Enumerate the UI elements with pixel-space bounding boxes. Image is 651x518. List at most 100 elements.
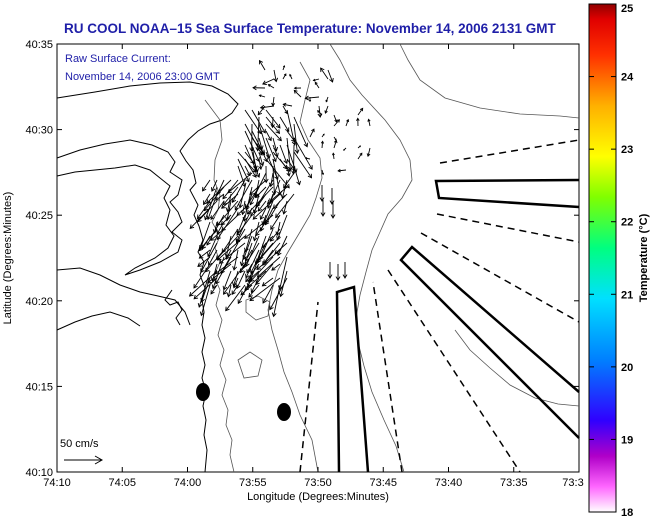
- current-arrow: [324, 105, 329, 114]
- x-tick-label: 73:3: [562, 477, 583, 489]
- current-arrow: [293, 151, 313, 179]
- current-arrow: [269, 277, 288, 311]
- current-arrow: [203, 186, 225, 212]
- current-arrow: [293, 89, 302, 98]
- current-arrow: [343, 147, 347, 151]
- current-arrow: [325, 96, 329, 103]
- current-arrow: [249, 123, 255, 152]
- current-arrow: [216, 200, 239, 226]
- current-arrow: [333, 119, 340, 127]
- current-arrow: [275, 193, 295, 219]
- current-arrow: [345, 118, 350, 127]
- colorbar-tick-label: 18: [621, 507, 633, 518]
- current-arrow: [309, 128, 315, 138]
- current-arrow: [267, 84, 275, 89]
- current-arrow: [252, 85, 266, 91]
- current-arrow: [293, 123, 300, 155]
- current-arrow: [337, 168, 347, 173]
- current-arrow: [236, 214, 253, 236]
- current-arrow: [275, 221, 281, 237]
- mask-region: [335, 285, 370, 473]
- y-tick-label: 40:35: [25, 39, 53, 51]
- current-arrow: [282, 102, 293, 107]
- current-arrow: [273, 69, 279, 83]
- x-tick-label: 73:40: [435, 477, 463, 489]
- current-arrow: [258, 94, 266, 98]
- mask-region: [399, 245, 580, 439]
- current-arrow: [333, 139, 338, 149]
- current-arrow: [357, 145, 362, 149]
- isobath-loop-2: [237, 351, 263, 379]
- current-arrow: [286, 109, 297, 146]
- current-arrow: [256, 256, 281, 278]
- current-arrow: [320, 67, 329, 80]
- current-arrow: [270, 116, 275, 129]
- colorbar-tick-label: 20: [621, 362, 633, 374]
- current-arrow: [250, 242, 267, 274]
- current-arrow: [367, 118, 371, 127]
- colorbar-tick-label: 25: [621, 3, 633, 15]
- current-arrow: [321, 133, 325, 138]
- current-arrow: [245, 186, 260, 209]
- current-arrow: [244, 158, 257, 178]
- current-arrow: [259, 207, 267, 221]
- current-arrow: [200, 242, 218, 274]
- current-arrow: [211, 256, 225, 290]
- current-arrow: [244, 151, 255, 165]
- current-arrow: [244, 165, 251, 177]
- current-arrow: [262, 78, 275, 85]
- current-arrow: [222, 270, 232, 291]
- y-tick-label: 40:20: [25, 296, 53, 308]
- current-arrow: [265, 130, 272, 142]
- current-arrow: [272, 193, 288, 210]
- current-arrow: [240, 200, 246, 216]
- current-arrow: [220, 242, 239, 275]
- current-arrow: [237, 165, 247, 188]
- colorbar-tick-label: 19: [621, 434, 633, 446]
- current-arrow: [249, 277, 281, 302]
- x-tick-label: 74:00: [174, 477, 202, 489]
- current-arrow: [210, 284, 218, 295]
- river-mouth: [164, 289, 183, 326]
- colorbar-tick-label: 23: [621, 144, 633, 156]
- current-arrow: [263, 165, 269, 184]
- current-arrow: [244, 270, 267, 291]
- bay-shore: [56, 267, 191, 331]
- current-arrow: [249, 256, 274, 283]
- current-arrow: [210, 228, 225, 241]
- current-arrow: [222, 179, 239, 200]
- current-arrow: [293, 137, 313, 170]
- current-arrow: [204, 249, 225, 273]
- current-arrow: [216, 207, 239, 241]
- current-arrow: [314, 81, 320, 89]
- figure-title: RU COOL NOAA–15 Sea Surface Temperature:…: [64, 21, 556, 36]
- current-arrow: [356, 117, 360, 127]
- x-axis-label: Longitude (Degrees:Minutes): [247, 491, 389, 503]
- current-arrow: [252, 193, 281, 220]
- current-arrow: [357, 152, 363, 160]
- current-arrow: [245, 249, 253, 262]
- current-arrow: [198, 249, 211, 259]
- colorbar: [588, 3, 617, 513]
- current-arrow: [282, 73, 287, 80]
- current-arrow: [293, 86, 302, 90]
- current-arrow: [210, 200, 225, 220]
- current-arrow: [210, 179, 218, 192]
- current-arrow: [255, 221, 267, 237]
- isobath-shallow: [204, 99, 235, 473]
- current-arrow: [261, 277, 274, 287]
- current-arrow: [265, 200, 281, 226]
- current-arrow: [214, 256, 239, 275]
- y-axis-ticks: 40:35 40:30 40:25 40:20 40:15 40:10: [25, 39, 579, 479]
- current-arrow: [333, 136, 337, 141]
- current-arrow: [216, 235, 246, 261]
- colorbar-tick-label: 24: [621, 72, 634, 84]
- map-frame: [56, 43, 580, 473]
- current-arrow: [271, 263, 281, 271]
- current-arrow: [293, 165, 301, 186]
- current-arrow: [245, 263, 260, 283]
- x-tick-label: 74:05: [108, 477, 136, 489]
- current-arrow: [342, 262, 348, 279]
- current-arrow: [276, 214, 288, 241]
- current-arrow: [282, 65, 286, 71]
